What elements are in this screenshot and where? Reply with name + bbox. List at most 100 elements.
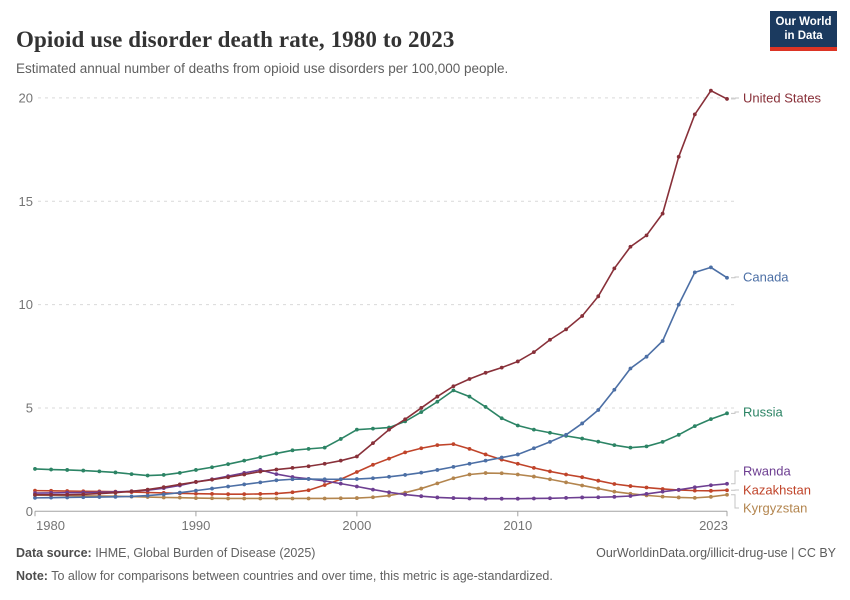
data-point [387, 427, 391, 432]
data-point [177, 490, 182, 495]
x-tick-label-2000: 2000 [342, 518, 371, 533]
data-point [161, 495, 166, 500]
data-point [580, 483, 585, 488]
series-label-russia[interactable]: Russia [743, 405, 784, 420]
data-point [290, 465, 295, 470]
series-label-rwanda[interactable]: Rwanda [743, 464, 791, 479]
series-line-russia[interactable] [34, 389, 728, 477]
data-point [145, 493, 150, 498]
data-point [483, 405, 488, 409]
data-point [515, 496, 520, 501]
y-tick-label-5: 5 [26, 400, 33, 415]
data-point [467, 472, 472, 477]
series-label-united-states[interactable]: United States [743, 91, 822, 106]
series-label-kazakhstan[interactable]: Kazakhstan [743, 483, 811, 498]
series-line-canada[interactable] [34, 266, 728, 499]
data-point [644, 485, 649, 490]
data-point [97, 495, 102, 499]
data-point [467, 377, 472, 381]
data-point [194, 468, 198, 472]
data-point [354, 454, 359, 459]
data-point [258, 496, 263, 501]
data-point [274, 496, 279, 501]
data-point [419, 470, 424, 475]
data-point [596, 486, 601, 491]
owid-logo[interactable]: Our World in Data [770, 11, 837, 51]
data-point [322, 483, 327, 487]
data-point [194, 496, 198, 500]
data-point [371, 441, 375, 445]
data-point [660, 489, 665, 494]
data-point [194, 491, 198, 496]
data-point [692, 488, 697, 493]
label-connector-canada [731, 276, 739, 279]
data-point [210, 486, 214, 491]
data-point [258, 469, 263, 474]
data-point [226, 462, 231, 467]
data-point [387, 474, 391, 479]
data-point [612, 494, 617, 499]
data-point [435, 399, 440, 404]
data-point [210, 492, 214, 496]
data-point [451, 464, 456, 469]
data-point [548, 469, 552, 474]
data-point [226, 496, 231, 501]
data-point [338, 437, 343, 441]
data-point [548, 496, 552, 501]
data-point [49, 495, 53, 500]
owid-logo-line1: Our World [775, 16, 832, 28]
series-line-kazakhstan[interactable] [34, 443, 728, 495]
y-tick-label-15: 15 [19, 194, 33, 209]
data-point [467, 394, 472, 399]
data-point [467, 446, 472, 451]
data-point [692, 424, 697, 429]
line-chart: 0 5 10 15 20 1980 1990 2000 2010 2023 Kyrgyzstan Ka… [19, 88, 822, 533]
data-point [660, 439, 665, 444]
data-point [371, 476, 375, 481]
series-canada: Canada [33, 265, 789, 500]
data-point [499, 416, 504, 421]
data-point [65, 468, 70, 472]
data-point [306, 446, 311, 451]
data-point [692, 495, 697, 500]
data-point [161, 485, 166, 490]
data-point [580, 495, 585, 500]
data-point [596, 478, 601, 483]
data-point [725, 492, 729, 497]
label-connector-united-states [731, 97, 739, 100]
data-point [274, 467, 279, 472]
data-point [580, 421, 585, 426]
data-point [483, 496, 488, 501]
data-point [177, 470, 182, 475]
data-point [596, 439, 601, 444]
data-point [596, 294, 601, 299]
data-point [145, 487, 150, 492]
data-point [387, 490, 391, 495]
y-tick-label-20: 20 [19, 90, 33, 105]
data-point [483, 370, 488, 375]
data-source-value: IHME, Global Burden of Disease (2025) [91, 546, 316, 560]
data-point [596, 408, 601, 412]
data-point [725, 481, 729, 486]
data-point [612, 443, 617, 448]
x-tick-label-2010: 2010 [503, 518, 532, 533]
data-point [113, 470, 118, 475]
data-point [210, 496, 214, 501]
data-point [435, 495, 440, 500]
data-point [258, 492, 263, 496]
data-point [194, 488, 198, 493]
data-point [435, 443, 440, 448]
data-point [499, 471, 504, 476]
series-label-canada[interactable]: Canada [743, 270, 789, 285]
data-point [644, 492, 649, 496]
series-line-united-states[interactable] [35, 89, 728, 496]
data-point [371, 426, 375, 431]
data-point [692, 485, 697, 490]
series-label-kyrgyzstan[interactable]: Kyrgyzstan [743, 501, 807, 516]
series-line-kyrgyzstan[interactable] [34, 472, 728, 500]
data-point [322, 445, 327, 450]
data-point [612, 482, 617, 486]
owid-attribution-link[interactable]: OurWorldinData.org/illicit-drug-use | CC… [596, 546, 836, 560]
y-tick-label-0: 0 [26, 504, 33, 519]
data-point [515, 452, 520, 457]
